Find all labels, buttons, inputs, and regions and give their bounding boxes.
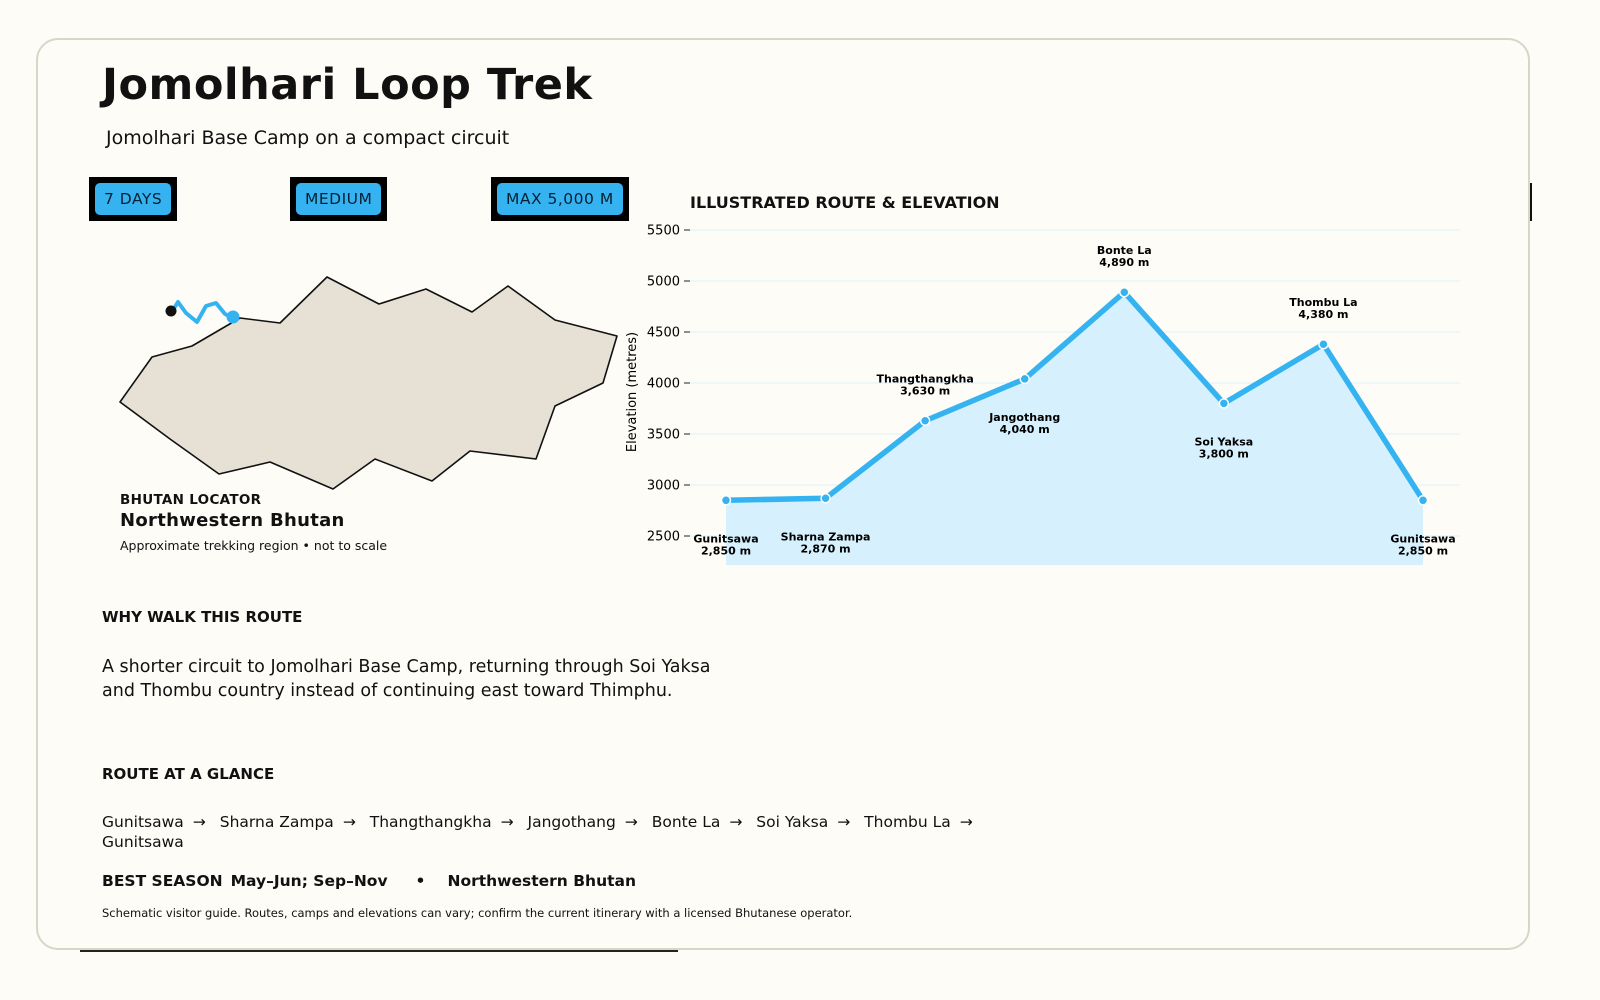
arrow-right-icon: → [500, 813, 514, 831]
elevation-point [919, 415, 931, 426]
elevation-label-value: 2,850 m [701, 544, 751, 557]
arrow-right-icon: → [192, 813, 206, 831]
elevation-label: Bonte La4,890 m [1097, 244, 1152, 269]
y-axis-label: Elevation (metres) [625, 332, 640, 452]
route-stop-name: Jangothang [527, 813, 616, 831]
elevation-point [1417, 495, 1429, 506]
glance-heading: ROUTE AT A GLANCE [102, 765, 275, 783]
season-separator: • [415, 872, 426, 890]
y-tick-label: 4500 [647, 326, 680, 341]
bottom-rule [80, 950, 678, 952]
trek-route-line [171, 300, 235, 324]
elevation-area [726, 292, 1423, 565]
season-value: May–Jun; Sep–Nov [230, 872, 388, 890]
elevation-label-value: 4,380 m [1298, 308, 1348, 321]
elevation-label-value: 2,850 m [1398, 544, 1448, 557]
max-altitude-badge-label: MAX 5,000 M [497, 183, 623, 215]
why-heading: WHY WALK THIS ROUTE [102, 608, 303, 626]
difficulty-badge-label: MEDIUM [296, 183, 382, 215]
elevation-label-name: Bonte La [1097, 244, 1152, 257]
elevation-label-value: 3,630 m [900, 385, 950, 398]
season-region: Northwestern Bhutan [447, 872, 637, 890]
y-axis: 2500 3000 3500 4000 4500 5000 5500 [647, 224, 690, 545]
elevation-point [1019, 373, 1030, 385]
difficulty-badge: MEDIUM [290, 177, 388, 221]
route-stop: Sharna Zampa → [220, 813, 370, 831]
locator-region: Northwestern Bhutan [120, 510, 345, 531]
route-stop: Thombu La → [864, 813, 982, 831]
elevation-line [723, 289, 1426, 504]
locator-note: Approximate trekking region • not to sca… [120, 538, 388, 553]
y-tick-label: 5500 [647, 224, 680, 239]
arrow-right-icon: → [837, 813, 851, 831]
y-tick-label: 3500 [647, 428, 680, 443]
elevation-point [1318, 338, 1329, 350]
arrow-right-icon: → [624, 813, 638, 831]
season-label: BEST SEASON [102, 872, 223, 890]
bhutan-outline [119, 276, 618, 490]
route-stop: Bonte La → [652, 813, 757, 831]
route-stop-name: Soi Yaksa [756, 813, 829, 831]
elevation-points [720, 286, 1429, 506]
route-stop: Gunitsawa → [102, 813, 220, 831]
y-tick-label: 5000 [647, 275, 680, 290]
season-line: BEST SEASON May–Jun; Sep–Nov • Northwestern… [102, 872, 636, 890]
elevation-label-value: 4,040 m [1000, 423, 1050, 436]
elevation-point [820, 493, 831, 504]
arrow-right-icon: → [959, 813, 973, 831]
disclaimer: Schematic visitor guide. Routes, camps a… [102, 906, 853, 920]
elevation-point [1119, 286, 1130, 298]
edge-marker [1530, 183, 1532, 221]
y-tick-label: 4000 [647, 377, 680, 392]
bhutan-locator-map [119, 276, 618, 490]
max-altitude-badge: MAX 5,000 M [491, 177, 629, 221]
elevation-point [1218, 398, 1230, 409]
route-stop-name: Thangthangkha [369, 813, 492, 831]
route-stop-name: Gunitsawa [102, 813, 184, 831]
elevation-point [720, 495, 732, 506]
elevation-label-name: Sharna Zampa [781, 530, 871, 543]
elevation-label-name: Thombu La [1289, 296, 1357, 309]
route-stop-list: Gunitsawa → Sharna Zampa → Thangthangkha → … [102, 812, 1002, 852]
route-stop-name: Thombu La [864, 813, 951, 831]
route-stop: Gunitsawa [102, 833, 184, 851]
duration-badge-label: 7 DAYS [95, 183, 172, 215]
route-start-dot [165, 305, 177, 317]
chart-title: ILLUSTRATED ROUTE & ELEVATION [690, 193, 1000, 212]
elevation-label-value: 2,870 m [801, 542, 851, 555]
elevation-label-name: Thangthangkha [877, 373, 974, 386]
elevation-label-name: Gunitsawa [1390, 532, 1455, 545]
route-stop: Soi Yaksa → [756, 813, 864, 831]
route-stop: Thangthangkha → [370, 813, 528, 831]
elevation-label-name: Gunitsawa [693, 532, 758, 545]
elevation-label-name: Jangothang [988, 411, 1060, 424]
elevation-label-name: Soi Yaksa [1194, 435, 1253, 448]
elevation-label-value: 4,890 m [1099, 256, 1149, 269]
y-tick-label: 3000 [647, 479, 680, 494]
y-tick-label: 2500 [647, 530, 680, 545]
page-title: Jomolhari Loop Trek [102, 60, 593, 110]
page-subtitle: Jomolhari Base Camp on a compact circuit [106, 127, 510, 149]
route-stop-name: Bonte La [651, 813, 721, 831]
elevation-label-value: 3,800 m [1199, 447, 1249, 460]
why-text: A shorter circuit to Jomolhari Base Camp… [102, 657, 711, 701]
locator-label: BHUTAN LOCATOR [120, 492, 262, 508]
arrow-right-icon: → [342, 813, 356, 831]
elevation-label: Thombu La4,380 m [1289, 296, 1357, 321]
route-stop-name: Gunitsawa [102, 833, 184, 851]
route-end-dot [226, 310, 240, 324]
duration-badge: 7 DAYS [89, 177, 178, 221]
arrow-right-icon: → [729, 813, 743, 831]
route-stop: Jangothang → [528, 813, 652, 831]
route-stop-name: Sharna Zampa [219, 813, 334, 831]
